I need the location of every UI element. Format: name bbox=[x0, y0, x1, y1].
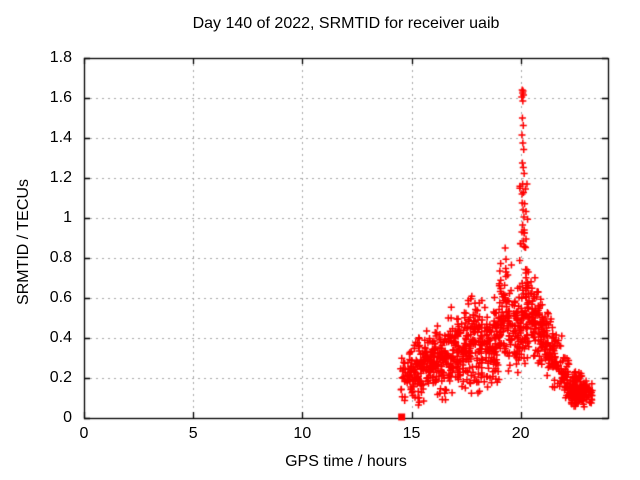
y-tick-label: 0.6 bbox=[49, 289, 72, 306]
y-tick-label: 1.6 bbox=[49, 89, 72, 106]
y-tick-label: 0 bbox=[63, 409, 72, 426]
x-tick-label: 0 bbox=[79, 425, 89, 442]
x-axis-label: GPS time / hours bbox=[285, 453, 407, 470]
x-tick-label: 15 bbox=[402, 425, 421, 442]
y-tick-label: 0.4 bbox=[49, 329, 72, 346]
x-tick-label: 5 bbox=[188, 425, 198, 442]
y-tick-label: 1 bbox=[63, 209, 72, 226]
y-tick-label: 1.2 bbox=[49, 169, 72, 186]
y-tick-label: 0.2 bbox=[49, 369, 72, 386]
y-tick-label: 0.8 bbox=[49, 249, 72, 266]
chart-title: Day 140 of 2022, SRMTID for receiver uai… bbox=[192, 15, 500, 32]
x-tick-label: 20 bbox=[511, 425, 530, 442]
y-tick-label: 1.8 bbox=[49, 49, 72, 66]
x-tick-label: 10 bbox=[293, 425, 312, 442]
y-tick-label: 1.4 bbox=[49, 129, 72, 146]
y-axis-label: SRMTID / TECUs bbox=[15, 179, 32, 305]
